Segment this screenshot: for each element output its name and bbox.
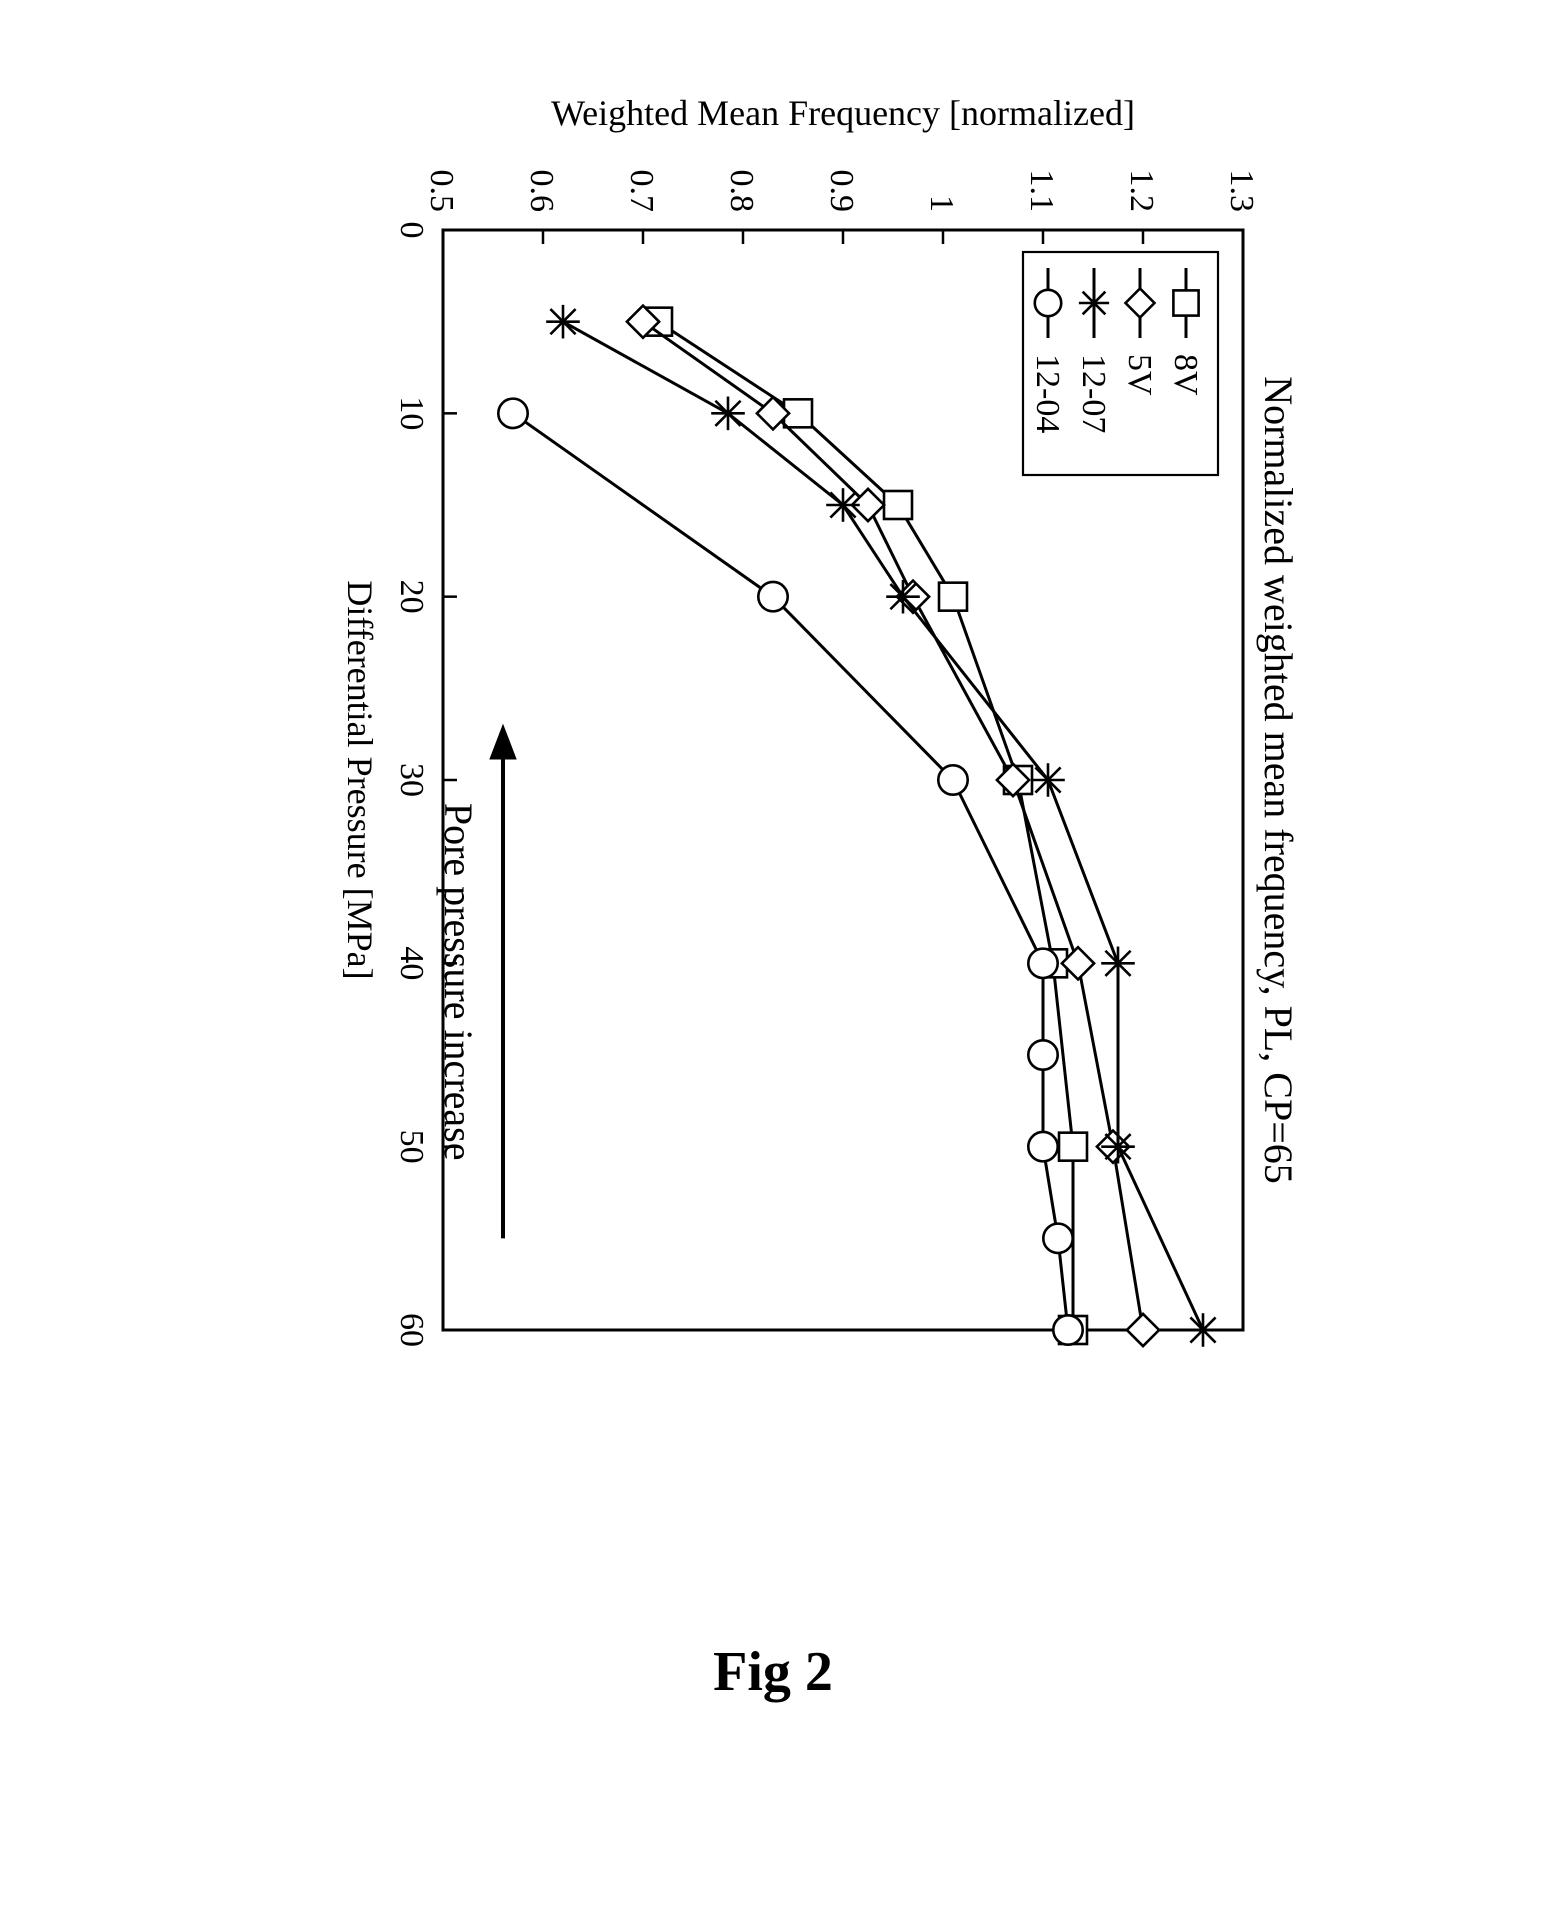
marker-square (939, 583, 967, 611)
marker-circle (1035, 290, 1061, 316)
marker-circle (758, 582, 787, 611)
y-tick-label: 1.3 (1223, 170, 1260, 213)
x-tick-label: 30 (393, 763, 430, 797)
x-tick-label: 50 (393, 1130, 430, 1164)
marker-asterisk (1101, 1130, 1135, 1164)
x-tick-label: 0 (393, 222, 430, 239)
marker-asterisk (826, 488, 860, 522)
marker-asterisk (1101, 947, 1135, 981)
x-axis-label: Differential Pressure [MPa] (340, 580, 380, 979)
marker-square (1059, 1133, 1087, 1161)
y-tick-label: 0.7 (623, 170, 660, 213)
x-tick-label: 40 (393, 946, 430, 980)
marker-circle (1028, 949, 1057, 978)
legend-label: 12-07 (1075, 354, 1112, 433)
marker-circle (1028, 1132, 1057, 1161)
marker-asterisk (546, 305, 580, 339)
marker-asterisk (1079, 288, 1109, 318)
line-chart: 0 10 20 30 40 50 60 0.5 0.6 0.7 0.8 0.9 1 1.1 1.2 1.3 No… (233, 70, 1313, 1370)
y-tick-label: 0.9 (823, 170, 860, 213)
marker-circle (1043, 1224, 1072, 1253)
y-tick-label: 0.8 (723, 170, 760, 213)
y-tick-label: 1 (923, 195, 960, 212)
y-tick-label: 0.6 (523, 170, 560, 213)
y-tick-label: 1.2 (1123, 170, 1160, 213)
legend-label: 5V (1121, 354, 1158, 396)
marker-asterisk (711, 397, 745, 431)
x-tick-label: 10 (393, 396, 430, 430)
marker-circle (1028, 1040, 1057, 1069)
marker-asterisk (1186, 1313, 1220, 1347)
y-axis-label: Weighted Mean Frequency [normalized] (551, 93, 1135, 133)
chart-rotated-container: 0 10 20 30 40 50 60 0.5 0.6 0.7 0.8 0.9 1 1.1 1.2 1.3 No… (233, 70, 1313, 1370)
y-tick-label: 0.5 (423, 170, 460, 213)
x-tick-label: 60 (393, 1313, 430, 1347)
figure-caption: Fig 2 (0, 1640, 1546, 1704)
annotation-text: Pore pressure increase (436, 803, 481, 1161)
marker-circle (938, 765, 967, 794)
marker-circle (1053, 1315, 1082, 1344)
chart-title: Normalized weighted mean frequency, PL, … (1256, 376, 1301, 1184)
legend-label: 8V (1167, 354, 1204, 396)
x-tick-label: 20 (393, 580, 430, 614)
marker-asterisk (886, 580, 920, 614)
y-tick-label: 1.1 (1023, 170, 1060, 213)
marker-circle (498, 399, 527, 428)
legend-label: 12-04 (1029, 354, 1066, 433)
marker-square (884, 491, 912, 519)
marker-square (1173, 290, 1198, 315)
marker-asterisk (1031, 763, 1065, 797)
